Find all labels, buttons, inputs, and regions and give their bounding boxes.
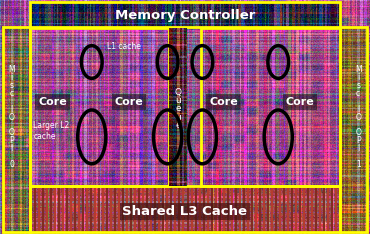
Bar <box>340 27 367 232</box>
Text: Larger L2
cache: Larger L2 cache <box>33 121 70 141</box>
Text: M
i
s
c
 
I
O
 
O
P
I
 
0: M i s c I O O P I 0 <box>9 65 15 169</box>
Text: L1 cache: L1 cache <box>107 42 141 51</box>
Text: Shared L3 Cache: Shared L3 Cache <box>122 205 248 218</box>
Text: Core: Core <box>209 97 238 107</box>
Bar <box>3 27 30 232</box>
Bar <box>30 2 340 27</box>
Text: Memory Controller: Memory Controller <box>115 9 255 22</box>
Text: Core: Core <box>285 97 314 107</box>
Bar <box>201 28 340 186</box>
Bar <box>30 186 340 232</box>
Text: M
i
s
c
 
I
O
 
O
P
I
 
1: M i s c I O O P I 1 <box>355 65 361 169</box>
Text: Q
u
e
u
e: Q u e u e <box>175 88 181 130</box>
Text: Core: Core <box>38 97 67 107</box>
Bar <box>30 28 169 186</box>
Text: Core: Core <box>114 97 143 107</box>
